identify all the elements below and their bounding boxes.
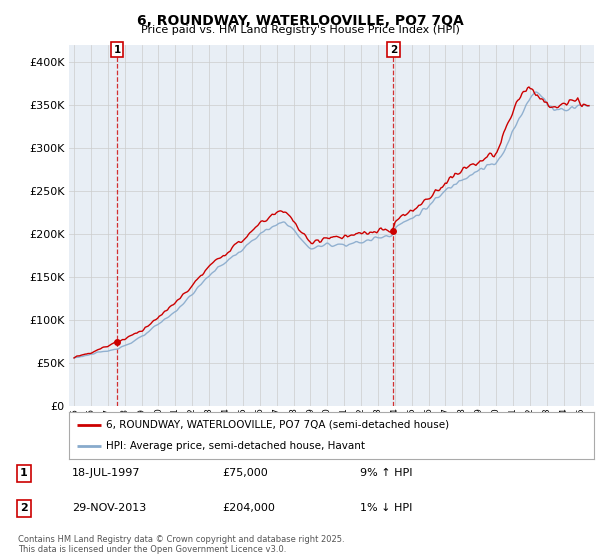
Text: Contains HM Land Registry data © Crown copyright and database right 2025.
This d: Contains HM Land Registry data © Crown c… (18, 535, 344, 554)
Text: 1: 1 (113, 45, 121, 55)
Text: HPI: Average price, semi-detached house, Havant: HPI: Average price, semi-detached house,… (106, 441, 365, 451)
Text: 1% ↓ HPI: 1% ↓ HPI (360, 503, 412, 513)
Text: 6, ROUNDWAY, WATERLOOVILLE, PO7 7QA: 6, ROUNDWAY, WATERLOOVILLE, PO7 7QA (137, 14, 463, 28)
Text: Price paid vs. HM Land Registry's House Price Index (HPI): Price paid vs. HM Land Registry's House … (140, 25, 460, 35)
Text: 2: 2 (20, 503, 28, 513)
Text: 29-NOV-2013: 29-NOV-2013 (72, 503, 146, 513)
Text: 1: 1 (20, 468, 28, 478)
Text: £75,000: £75,000 (222, 468, 268, 478)
Text: 18-JUL-1997: 18-JUL-1997 (72, 468, 140, 478)
Text: £204,000: £204,000 (222, 503, 275, 513)
Text: 6, ROUNDWAY, WATERLOOVILLE, PO7 7QA (semi-detached house): 6, ROUNDWAY, WATERLOOVILLE, PO7 7QA (sem… (106, 420, 449, 430)
Text: 2: 2 (389, 45, 397, 55)
Text: 9% ↑ HPI: 9% ↑ HPI (360, 468, 413, 478)
